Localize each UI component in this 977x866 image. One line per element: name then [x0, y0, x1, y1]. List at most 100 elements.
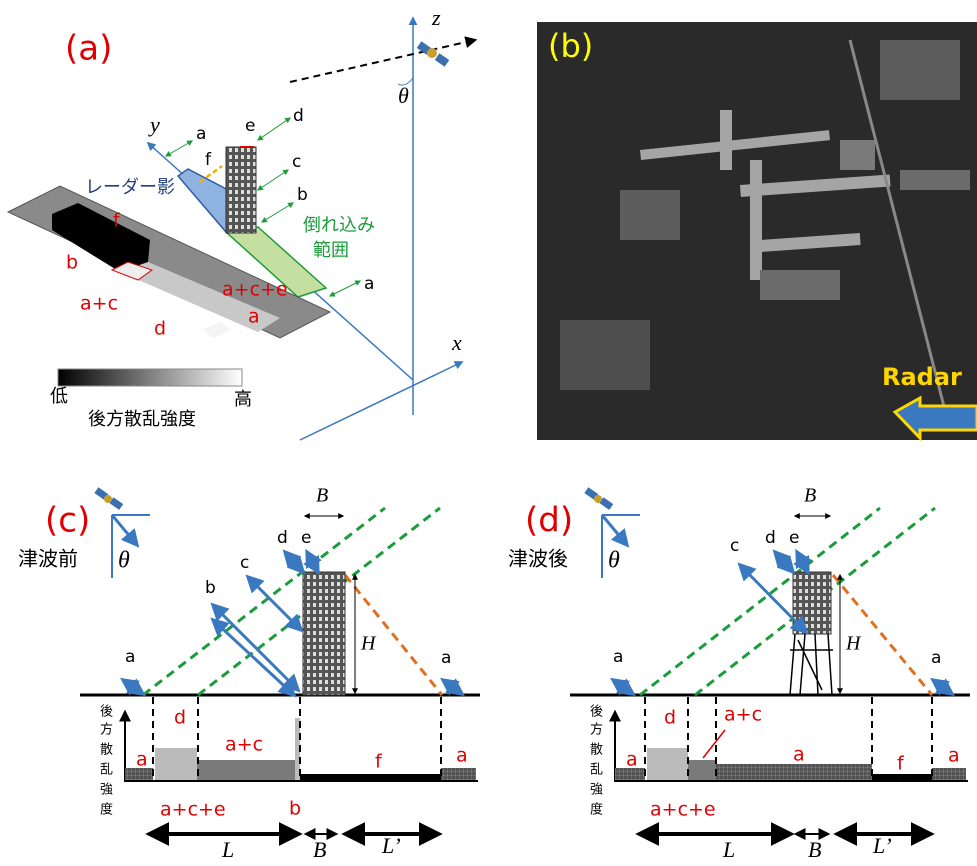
path-arrow [166, 141, 192, 156]
ray-label: a [613, 647, 623, 667]
profile-label: a [626, 749, 638, 771]
y-axis-char: 散 [590, 743, 603, 758]
path-label: f [205, 150, 212, 170]
profile-label: f [897, 753, 905, 775]
shape-line [933, 680, 952, 694]
caption: 津波前 [18, 547, 78, 571]
dimension-label: L’ [381, 833, 401, 858]
shape-line [443, 680, 462, 694]
ray-label: d [277, 528, 288, 548]
path-label: a [364, 274, 374, 294]
dimension-label: B [313, 837, 326, 861]
dimension-label: B [808, 837, 821, 861]
path-arrow [262, 203, 293, 222]
page: {"panel_a":{"label":"(a)","axis_x":"x","… [0, 0, 977, 861]
panel-a: (a) z x y θ a e d f c b a レーダー影 倒れ込み 範囲 … [8, 5, 475, 440]
shape-line [248, 577, 301, 630]
path-label: e [245, 116, 255, 136]
profile-label: a+c [724, 704, 762, 726]
panel-label: (c) [45, 501, 90, 541]
profile-step [688, 760, 716, 780]
y-axis-char: 後 [590, 705, 603, 720]
shape-rect [560, 320, 650, 390]
y-axis-char: 乱 [100, 763, 113, 778]
profile-label: d [664, 707, 676, 729]
satellite-icon [584, 487, 613, 510]
shadow-label: レーダー影 [85, 177, 175, 198]
ray-label: e [789, 528, 799, 548]
figure: (a) z x y θ a e d f c b a レーダー影 倒れ込み 範囲 … [0, 0, 977, 861]
y-axis-char: 散 [100, 743, 113, 758]
y-axis-label: 後方散乱強度 [590, 705, 603, 818]
profile-step [716, 764, 872, 780]
image-label: d [154, 318, 166, 340]
theta: θ [398, 83, 409, 108]
caption: 津波後 [508, 547, 568, 571]
shape-rect [720, 110, 732, 170]
shape-line [613, 680, 633, 694]
profile-label: a+c+e [650, 799, 716, 821]
y-axis-label: 後方散乱強度 [100, 705, 113, 818]
profile-step [441, 768, 476, 780]
ray-label: c [240, 553, 249, 573]
profile-label: f [375, 751, 383, 773]
path-label: b [297, 185, 308, 205]
image-label: a+c [80, 293, 118, 315]
satellite-icon [417, 41, 449, 66]
dimension-label: L [722, 837, 735, 861]
axis-label: y [148, 112, 160, 137]
scale-high: 高 [234, 389, 252, 410]
panel-label: (a) [65, 29, 112, 69]
ray-label: a [125, 647, 135, 667]
path-label: a [196, 124, 206, 144]
dimension-label: L [221, 837, 234, 861]
height-label: H [360, 633, 377, 655]
profile-step [932, 768, 966, 780]
shape-path [790, 634, 833, 695]
path-arrow [258, 170, 288, 190]
y-axis-char: 方 [590, 722, 603, 738]
scale-low: 低 [50, 386, 68, 407]
panel-c: (c) 津波前 θ a b c d e a B H 後方散乱強度 a d a+c… [18, 485, 480, 861]
ray-label: d [765, 528, 776, 548]
shape-rect [620, 190, 680, 240]
shape-line [112, 515, 137, 545]
radar-label: Radar [882, 363, 962, 391]
profile-label: a [793, 744, 805, 766]
path-arrow [258, 118, 290, 140]
profile-label: d [174, 707, 186, 729]
profile-label: a+c+e [160, 799, 226, 821]
shape-rect [880, 40, 960, 100]
height-label: H [845, 633, 862, 655]
y-axis-char: 方 [100, 722, 113, 738]
layover-label: 倒れ込み [303, 215, 375, 236]
axis-label: x [451, 330, 462, 355]
ray-arrows [123, 552, 462, 695]
satellite-icon [94, 487, 123, 510]
shape-circle [104, 495, 112, 503]
ray-label: a [441, 648, 451, 668]
ray-label: a [931, 648, 941, 668]
y-axis-char: 後 [100, 705, 113, 720]
image-label: b [66, 252, 78, 274]
shape-circle [427, 48, 437, 58]
ray-line [640, 508, 880, 695]
y-axis-char: 強 [590, 783, 603, 798]
y-axis-char: 度 [590, 802, 603, 818]
ray-arrows [613, 552, 952, 694]
bright-region [202, 322, 232, 338]
path-label: c [292, 152, 301, 172]
shape-rect [750, 160, 762, 280]
panel-label: (d) [525, 501, 573, 541]
panel-label: (b) [548, 27, 593, 65]
shape-line [285, 552, 303, 572]
building [226, 147, 256, 233]
width-label: B [804, 485, 816, 507]
shape-line [123, 680, 143, 694]
axis-label: z [431, 5, 441, 30]
shape-line [703, 730, 725, 758]
image-label: a+c+e [222, 279, 288, 301]
profile-label: a [456, 745, 468, 767]
ray-label: b [205, 578, 216, 598]
shape-rect [760, 270, 840, 300]
